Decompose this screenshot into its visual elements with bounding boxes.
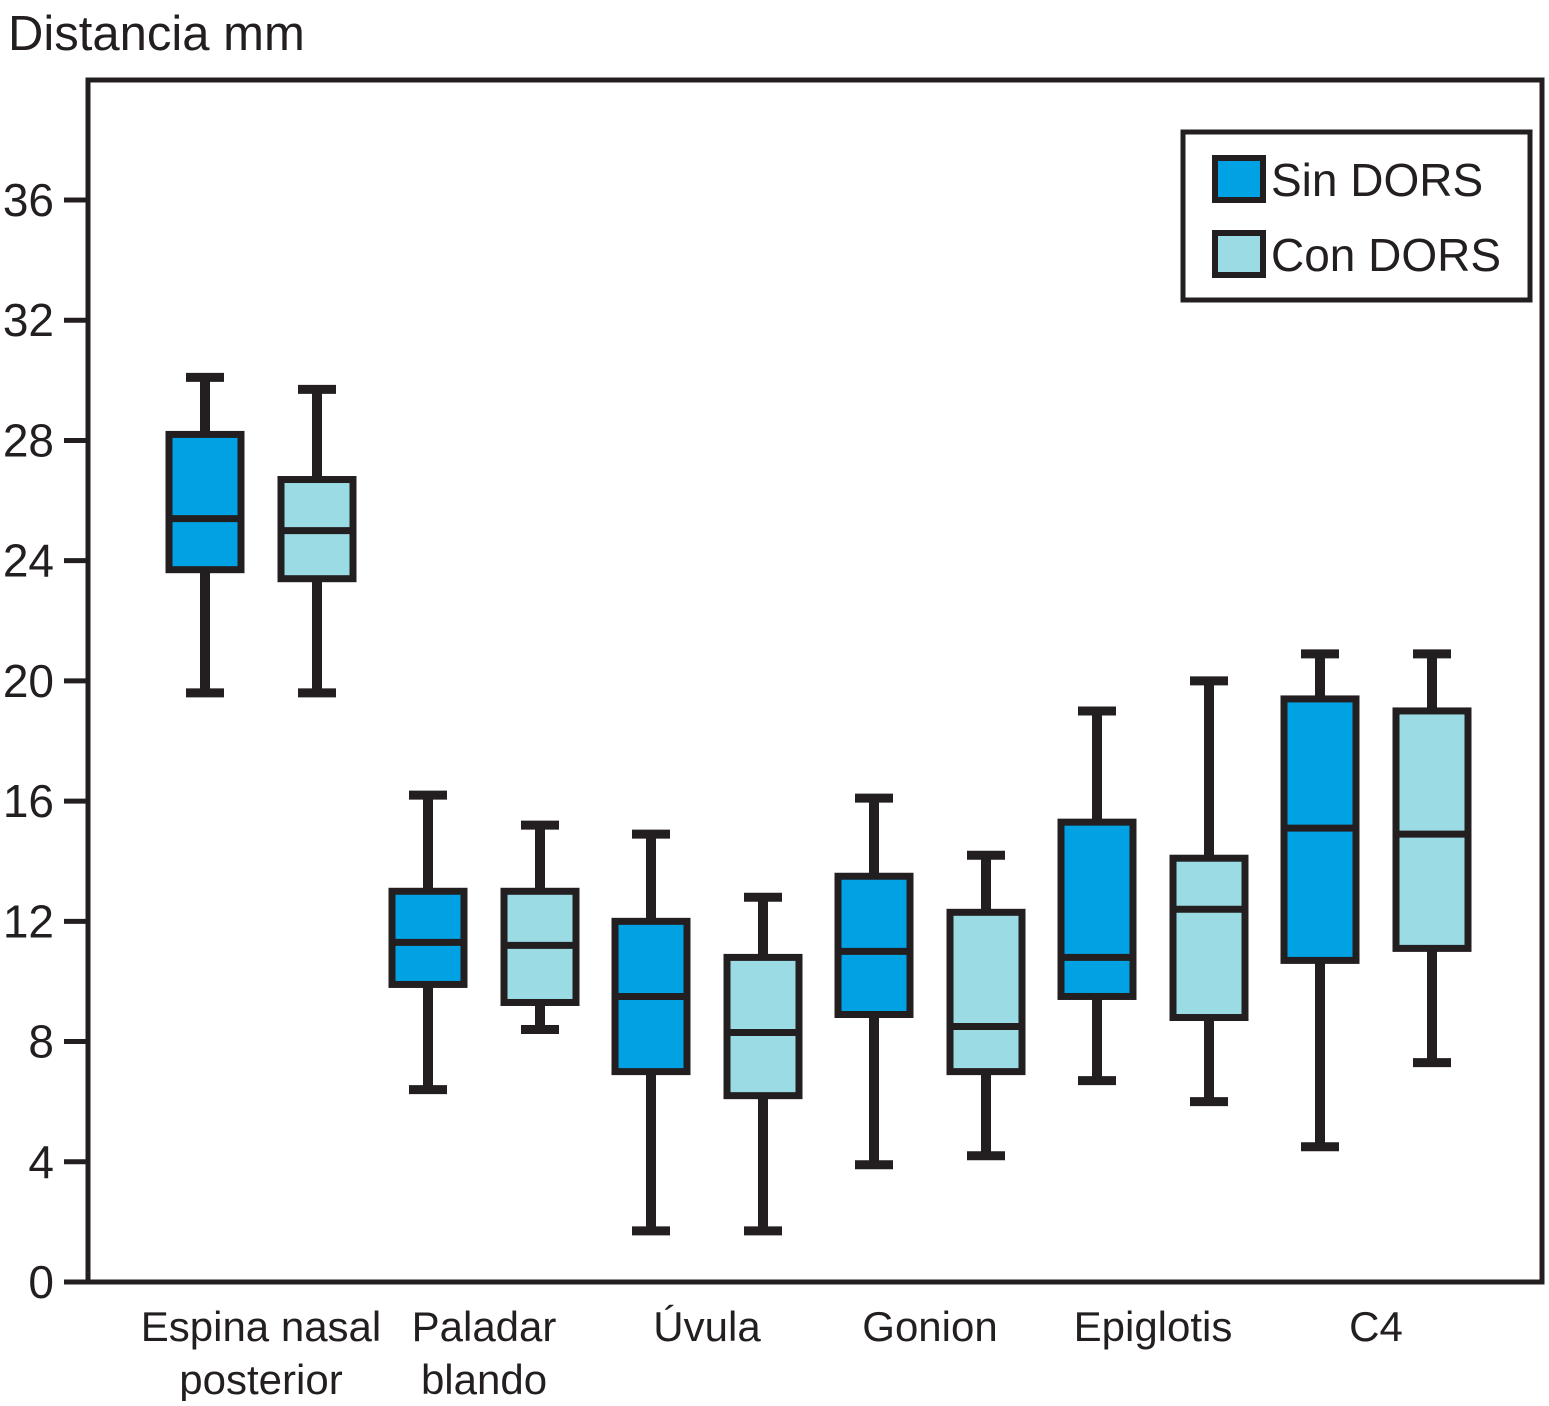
x-category-label: blando (421, 1356, 547, 1401)
box-con-dors-1 (500, 820, 580, 1035)
y-axis-tick-label: 28 (3, 414, 54, 466)
y-axis-tick-label: 32 (3, 294, 54, 346)
box-con-dors-2 (723, 892, 803, 1236)
y-axis-tick-label: 24 (3, 535, 54, 587)
legend-swatch-con-dors (1212, 230, 1266, 278)
y-axis-tick-label: 4 (28, 1136, 54, 1188)
iqr-box (1057, 818, 1137, 1000)
x-category-label: Espina nasal (141, 1303, 382, 1350)
y-axis-tick-label: 0 (28, 1256, 54, 1308)
box-sin-dors-0 (165, 372, 245, 698)
x-category-label: Epiglotis (1074, 1303, 1233, 1350)
iqr-box (946, 908, 1026, 1076)
y-axis-tick-label: 36 (3, 174, 54, 226)
x-category-label: Gonion (862, 1303, 997, 1350)
box-con-dors-0 (277, 384, 357, 698)
chart-title: Distancia mm (8, 7, 305, 61)
box-con-dors-5 (1392, 649, 1472, 1068)
box-con-dors-3 (946, 850, 1026, 1161)
x-category-label: C4 (1349, 1303, 1403, 1350)
iqr-box (1169, 854, 1249, 1022)
legend-swatch-sin-dors (1212, 155, 1266, 203)
y-axis-tick-label: 20 (3, 655, 54, 707)
box-sin-dors-3 (834, 793, 914, 1170)
iqr-box (1392, 707, 1472, 952)
legend-label-con-dors: Con DORS (1271, 229, 1501, 281)
box-sin-dors-4 (1057, 706, 1137, 1086)
x-category-label: Úvula (653, 1303, 761, 1350)
iqr-box (165, 430, 245, 574)
iqr-box (834, 872, 914, 1019)
y-axis-tick-label: 16 (3, 775, 54, 827)
iqr-box (388, 887, 468, 988)
box-sin-dors-5 (1280, 649, 1360, 1152)
box-sin-dors-2 (611, 829, 691, 1236)
box-sin-dors-1 (388, 790, 468, 1095)
x-category-label: Paladar (412, 1303, 557, 1350)
iqr-box (723, 953, 803, 1100)
x-category-label: posterior (179, 1356, 342, 1401)
box-con-dors-4 (1169, 676, 1249, 1107)
legend-label-sin-dors: Sin DORS (1271, 154, 1483, 206)
y-axis-tick-label: 12 (3, 895, 54, 947)
y-axis-tick-label: 8 (28, 1016, 54, 1068)
